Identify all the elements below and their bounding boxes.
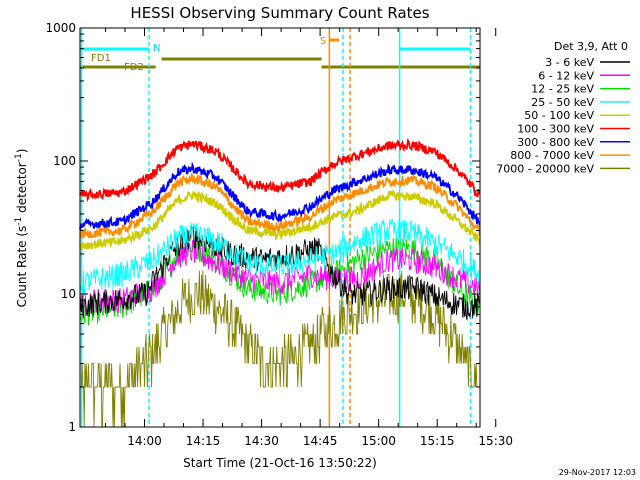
legend-label: 3 - 6 keV xyxy=(545,56,594,69)
fd1-label: FD1 xyxy=(91,53,111,64)
fd2-label: FD2 xyxy=(124,62,144,73)
legend-label: 6 - 12 keV xyxy=(538,69,594,82)
x-tick-label: 15:00 xyxy=(361,434,396,448)
legend-label: 12 - 25 keV xyxy=(531,83,594,96)
series-line xyxy=(79,236,481,326)
x-tick-label: 14:30 xyxy=(244,434,279,448)
y-tick-label: 1 xyxy=(68,420,76,434)
series-line xyxy=(79,138,481,203)
series-group xyxy=(79,138,481,428)
s-label: S xyxy=(320,36,326,47)
legend-header: Det 3,9, Att 0 xyxy=(554,40,628,53)
legend-label: 25 - 50 keV xyxy=(531,96,594,109)
series-line xyxy=(80,270,480,428)
series-line xyxy=(79,188,481,251)
y-axis: 1 10 100 1000 xyxy=(45,21,480,434)
x-tick-label: 15:30 xyxy=(478,434,513,448)
chart-title: HESSI Observing Summary Count Rates xyxy=(130,4,429,22)
attenuator-bars xyxy=(80,38,480,69)
y-axis-label-base: Count Rate (s xyxy=(15,226,29,308)
x-tick-label: 14:00 xyxy=(127,434,162,448)
x-tick-label: 14:45 xyxy=(303,434,338,448)
legend-label: 7000 - 20000 keV xyxy=(496,162,594,175)
y-tick-label: 10 xyxy=(61,287,76,301)
y-axis-label-exp1: -1 xyxy=(14,217,24,226)
x-axis: 14:00 14:15 14:30 14:45 15:00 15:15 15:30 xyxy=(104,28,513,448)
y-axis-label-exp2: -1 xyxy=(14,153,24,162)
y-tick-label: 1000 xyxy=(45,21,76,35)
x-axis-label: Start Time (21-Oct-16 13:50:22) xyxy=(183,456,377,470)
legend-label: 300 - 800 keV xyxy=(517,136,594,149)
legend-label: 100 - 300 keV xyxy=(517,123,594,136)
series-line xyxy=(79,172,481,239)
x-tick-label: 15:15 xyxy=(420,434,455,448)
timestamp: 29-Nov-2017 12:03 xyxy=(559,468,636,477)
plot-frame xyxy=(79,27,481,428)
series-line xyxy=(79,223,481,321)
series-line xyxy=(79,161,481,230)
y-axis-label-end: ) xyxy=(15,149,29,154)
y-axis-label: Count Rate (s-1 detector-1) xyxy=(14,149,29,308)
series-line xyxy=(79,218,481,295)
y-tick-label: 100 xyxy=(53,154,76,168)
y-axis-label-mid: detector xyxy=(15,162,29,217)
legend-label: 800 - 7000 keV xyxy=(510,149,594,162)
n-label: N xyxy=(153,43,160,54)
legend-label: 50 - 100 keV xyxy=(524,109,594,122)
x-tick-label: 14:15 xyxy=(186,434,221,448)
